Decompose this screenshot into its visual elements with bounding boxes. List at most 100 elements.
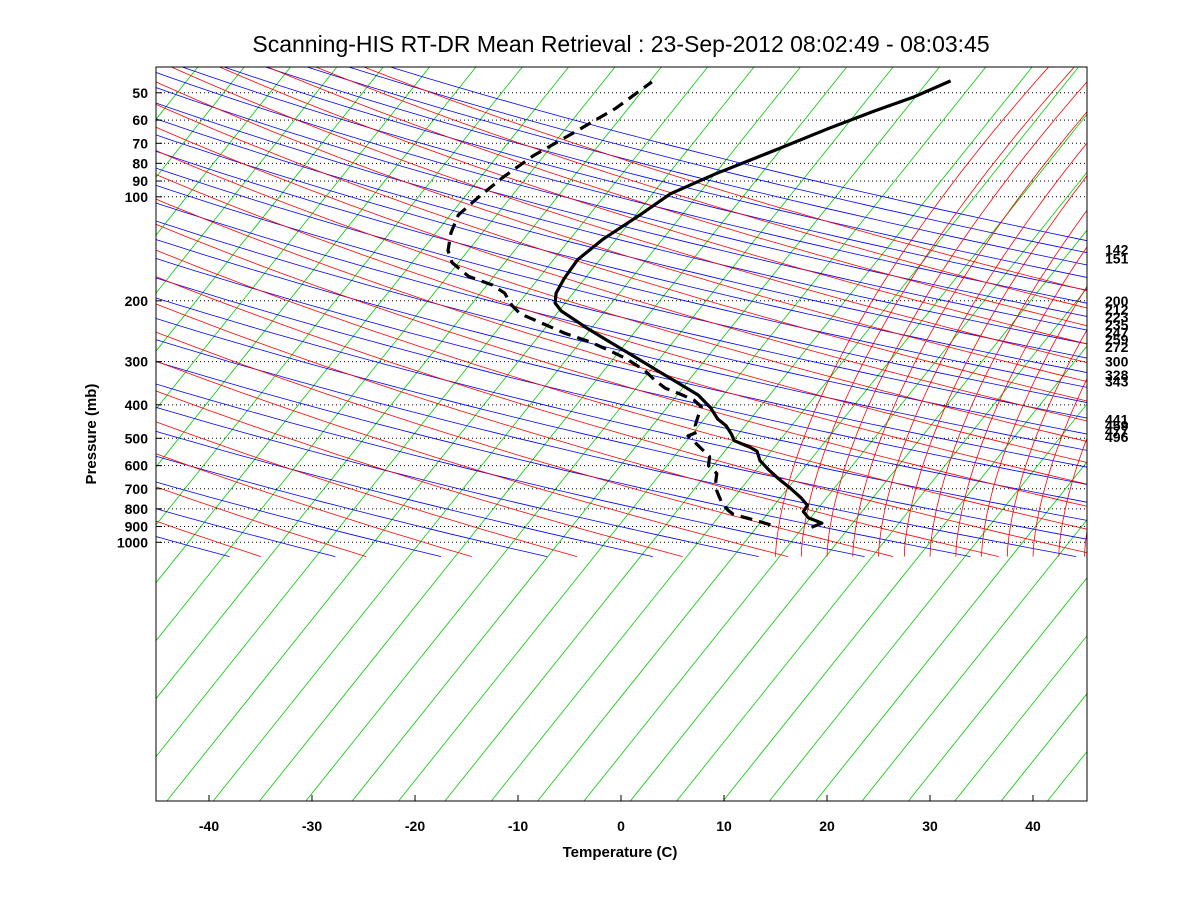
moist-adiabat xyxy=(1058,437,1087,557)
right-level-label: 459 xyxy=(1105,417,1129,433)
right-level-label: 151 xyxy=(1105,251,1129,267)
moist-adiabat xyxy=(1032,377,1087,557)
moist-adiabat xyxy=(156,303,999,557)
dry-adiabat xyxy=(156,297,1087,521)
dry-adiabat xyxy=(156,361,971,557)
y-tick-label: 1000 xyxy=(117,534,148,550)
x-tick-label: -10 xyxy=(508,818,528,834)
dry-adiabat xyxy=(156,239,1087,468)
right-labels: 1421512002122232352472592723003283434414… xyxy=(1105,241,1129,445)
mixing-ratio-line xyxy=(305,67,894,801)
mixing-ratio-line xyxy=(156,67,477,468)
dry-adiabat xyxy=(181,67,1087,304)
right-level-label: 496 xyxy=(1105,429,1129,445)
right-level-label: 142 xyxy=(1105,241,1129,257)
dry-adiabat xyxy=(222,67,1087,291)
y-tick-label: 90 xyxy=(132,173,148,189)
moist-adiabat xyxy=(156,103,1087,402)
y-tick-label: 70 xyxy=(132,135,148,151)
right-level-label: 235 xyxy=(1105,317,1129,333)
moist-adiabat xyxy=(170,67,1087,363)
moist-adiabat xyxy=(981,285,1087,557)
dry-adiabat xyxy=(156,220,1087,451)
mixing-ratio-line xyxy=(722,345,1087,801)
mixing-ratio-line xyxy=(166,67,755,801)
dry-adiabat xyxy=(156,167,1087,403)
moist-adiabat xyxy=(156,421,578,557)
moist-adiabat xyxy=(156,360,789,557)
moist-adiabat xyxy=(218,67,1087,345)
mixing-ratio-line xyxy=(156,67,662,700)
dry-adiabat xyxy=(156,118,1087,359)
dry-adiabat xyxy=(347,67,1087,254)
mixing-ratio-line xyxy=(351,67,940,801)
thermo-background-lines xyxy=(156,67,1087,801)
moist-adiabat xyxy=(929,209,1087,557)
moist-adiabat xyxy=(156,150,1087,442)
mixing-ratio-line xyxy=(629,229,1087,801)
chart-title: Scanning-HIS RT-DR Mean Retrieval : 23-S… xyxy=(252,31,989,57)
dashed-profile-line xyxy=(446,80,771,527)
dry-adiabat xyxy=(156,134,1087,373)
mixing-ratio-line xyxy=(815,461,1087,801)
dry-adiabat xyxy=(305,67,1087,266)
moist-adiabat xyxy=(156,331,894,557)
right-level-label: 247 xyxy=(1105,324,1129,340)
mixing-ratio-line xyxy=(156,67,431,410)
x-axis-ticks: -40 -30 -20 -10 0 10 20 30 40 xyxy=(199,795,1041,834)
dry-adiabat xyxy=(156,339,1077,557)
x-tick-label: -30 xyxy=(302,818,322,834)
moist-adiabat xyxy=(156,390,683,557)
dry-adiabat xyxy=(156,102,1087,345)
y-tick-label: 800 xyxy=(125,501,149,517)
right-level-label: 343 xyxy=(1105,374,1129,390)
y-tick-label: 400 xyxy=(125,397,149,413)
mixing-ratio-line xyxy=(907,577,1087,801)
y-tick-label: 80 xyxy=(132,155,148,171)
profile-series xyxy=(446,79,952,529)
right-level-label: 223 xyxy=(1105,309,1129,325)
dry-adiabat xyxy=(156,184,1087,419)
mixing-ratio-line xyxy=(490,67,1080,801)
moist-adiabat xyxy=(156,81,1087,382)
y-tick-label: 300 xyxy=(125,354,149,370)
mixing-ratio-line xyxy=(861,519,1087,801)
mixing-ratio-line xyxy=(156,67,384,352)
y-tick-label: 900 xyxy=(125,518,149,534)
moist-adiabat xyxy=(314,67,1087,309)
dry-adiabat xyxy=(156,455,548,557)
mixing-ratio-line xyxy=(583,171,1087,801)
moist-adiabat xyxy=(362,67,1087,292)
moist-adiabat xyxy=(903,175,1087,557)
y-axis-label: Pressure (mb) xyxy=(83,384,100,485)
moist-adiabat xyxy=(156,276,1087,554)
moist-adiabat xyxy=(156,126,1087,422)
right-level-label: 477 xyxy=(1105,423,1129,439)
mixing-ratio-line xyxy=(156,67,709,758)
right-level-label: 259 xyxy=(1105,332,1129,348)
dry-adiabat xyxy=(156,87,1087,331)
y-tick-label: 700 xyxy=(125,481,149,497)
x-tick-label: 20 xyxy=(819,818,835,834)
y-tick-label: 60 xyxy=(132,112,148,128)
dry-adiabat xyxy=(156,150,1087,388)
dry-adiabat xyxy=(156,71,1087,317)
x-tick-label: 0 xyxy=(617,818,625,834)
moist-adiabat xyxy=(955,246,1087,557)
mixing-ratio-line xyxy=(156,67,616,642)
right-level-label: 441 xyxy=(1105,411,1129,427)
x-tick-label: 10 xyxy=(716,818,732,834)
moist-adiabat xyxy=(266,67,1087,327)
moist-adiabat xyxy=(156,198,1087,485)
right-level-label: 328 xyxy=(1105,367,1129,383)
dry-adiabat xyxy=(389,67,1087,242)
right-level-label: 200 xyxy=(1105,293,1129,309)
x-tick-label: -40 xyxy=(199,818,219,834)
mixing-ratio-line xyxy=(156,67,292,236)
moist-adiabat xyxy=(852,111,1087,557)
right-level-label: 212 xyxy=(1105,302,1129,318)
dry-adiabat xyxy=(156,318,1087,540)
